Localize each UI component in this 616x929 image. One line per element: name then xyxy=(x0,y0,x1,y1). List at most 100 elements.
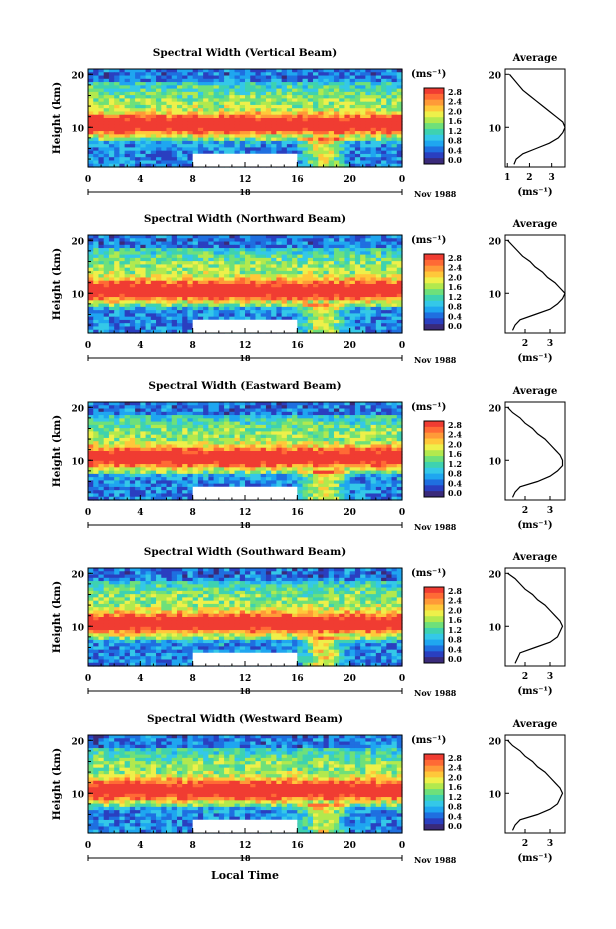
heatmap-cell xyxy=(234,274,241,279)
heatmap-cell xyxy=(250,127,257,132)
heatmap-cell xyxy=(360,244,366,249)
heatmap-cell xyxy=(360,75,366,80)
heatmap-cell xyxy=(370,267,377,272)
heatmap-cell xyxy=(93,134,100,139)
heatmap-cell xyxy=(349,316,356,321)
heatmap-cell xyxy=(156,293,162,298)
heatmap-cell xyxy=(381,144,387,148)
heatmap-cell xyxy=(203,104,209,109)
heatmap-cell xyxy=(213,144,220,148)
heatmap-cell xyxy=(192,101,199,106)
heatmap-cell xyxy=(156,118,162,122)
heatmap-cell xyxy=(360,137,366,142)
heatmap-cell xyxy=(381,127,387,132)
heatmap-cell xyxy=(323,134,330,139)
heatmap-cell xyxy=(224,91,230,96)
colorbar-segment xyxy=(424,117,444,124)
heatmap-cell xyxy=(150,254,157,259)
heatmap-cell xyxy=(129,78,136,83)
heatmap-cell xyxy=(302,303,309,308)
heatmap-cell xyxy=(161,411,168,416)
heatmap-cell xyxy=(218,313,225,318)
heatmap-cell xyxy=(271,150,277,155)
heatmap-cell xyxy=(187,69,194,73)
heatmap-cell xyxy=(354,91,361,96)
heatmap-cell xyxy=(255,140,262,145)
heatmap-cell xyxy=(208,108,215,113)
heatmap-cell xyxy=(297,131,304,135)
heatmap-cell xyxy=(166,264,173,269)
heatmap-cell xyxy=(119,300,126,305)
heatmap-cell xyxy=(208,144,215,148)
heatmap-cell xyxy=(124,124,131,129)
heatmap-cell xyxy=(129,297,136,301)
heatmap-cell xyxy=(370,319,377,324)
heatmap-cell xyxy=(271,257,277,262)
heatmap-cell xyxy=(229,313,236,318)
heatmap-cell xyxy=(333,140,340,145)
heatmap-cell xyxy=(344,147,351,152)
heatmap-cell xyxy=(192,108,199,113)
heatmap-cell xyxy=(171,147,178,152)
heatmap-cell xyxy=(333,160,340,165)
heatmap-cell xyxy=(396,72,403,77)
heatmap-cell xyxy=(192,124,199,129)
heatmap-cell xyxy=(145,254,152,259)
heatmap-cell xyxy=(182,95,189,99)
heatmap-cell xyxy=(208,405,215,410)
heatmap-cell xyxy=(250,114,257,119)
heatmap-cell xyxy=(381,150,387,155)
heatmap-cell xyxy=(103,124,110,129)
heatmap-cell xyxy=(114,153,120,158)
heatmap-cell xyxy=(234,248,241,252)
heatmap-cell xyxy=(135,163,141,168)
heatmap-cell xyxy=(360,131,366,135)
heatmap-cell xyxy=(292,104,298,109)
heatmap-cell xyxy=(93,310,100,314)
heatmap-cell xyxy=(286,274,293,279)
heatmap-cell xyxy=(93,150,100,155)
heatmap-cell xyxy=(370,160,377,165)
heatmap-cell xyxy=(93,287,100,292)
heatmap-cell xyxy=(375,137,382,142)
heatmap-cell xyxy=(323,284,330,288)
heatmap-cell xyxy=(260,290,267,295)
heatmap-cell xyxy=(375,270,382,275)
heatmap-cell xyxy=(218,290,225,295)
heatmap-cell xyxy=(88,319,94,324)
heatmap-cell xyxy=(129,88,136,93)
heatmap-cell xyxy=(292,72,298,77)
heatmap-cell xyxy=(333,153,340,158)
heatmap-cell xyxy=(318,287,325,292)
date-label: Nov 1988 xyxy=(414,355,457,365)
heatmap-cell xyxy=(339,140,346,145)
heatmap-cell xyxy=(271,293,277,298)
heatmap-cell xyxy=(302,313,309,318)
heatmap-cell xyxy=(187,313,194,318)
heatmap-cell xyxy=(255,303,262,308)
heatmap-cell xyxy=(224,108,230,113)
heatmap-cell xyxy=(108,267,115,272)
heatmap-cell xyxy=(323,140,330,145)
heatmap-cell xyxy=(182,150,189,155)
heatmap-cell xyxy=(396,297,403,301)
heatmap-cell xyxy=(176,85,183,90)
heatmap-cell xyxy=(370,303,377,308)
heatmap-cell xyxy=(176,160,183,165)
heatmap-cell xyxy=(354,95,361,99)
heatmap-cell xyxy=(260,134,267,139)
heatmap-cell xyxy=(192,408,199,413)
heatmap-cell xyxy=(333,284,340,288)
heatmap-cell xyxy=(396,316,403,321)
heatmap-cell xyxy=(307,153,314,158)
heatmap-cell xyxy=(245,270,251,275)
heatmap-cell xyxy=(203,72,209,77)
heatmap-cell xyxy=(365,153,372,158)
heatmap-cell xyxy=(218,303,225,308)
heatmap-cell xyxy=(360,251,366,256)
heatmap-cell xyxy=(375,306,382,311)
heatmap-cell xyxy=(182,300,189,305)
heatmap-cell xyxy=(182,329,189,334)
heatmap-cell xyxy=(88,95,94,99)
heatmap-cell xyxy=(375,235,382,239)
